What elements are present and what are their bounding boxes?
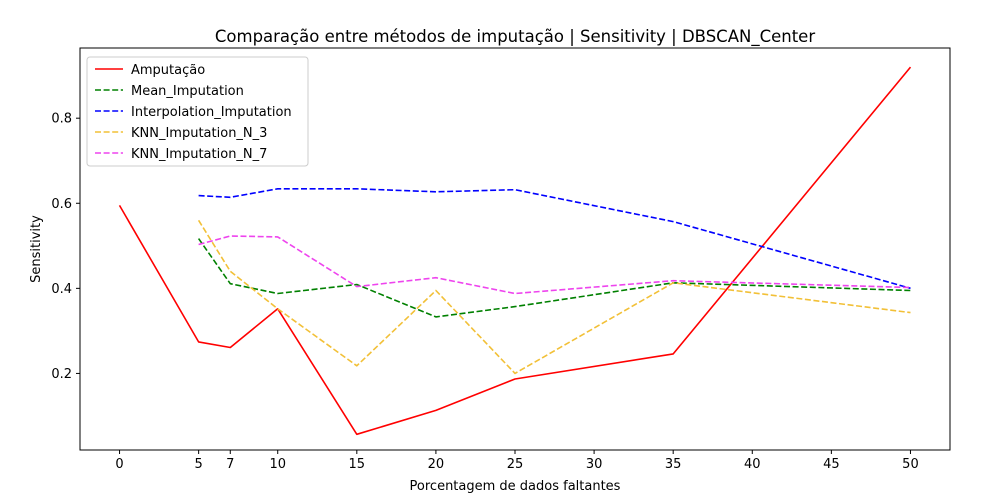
x-tick-label: 10 [269,457,286,472]
x-tick-label: 50 [902,457,919,472]
y-tick-label: 0.8 [51,112,72,127]
x-tick-label: 40 [744,457,761,472]
legend-label: Amputação [131,63,205,78]
series-layer [118,66,912,436]
y-axis: 0.2 0.4 0.6 0.8 [51,112,80,382]
series-line-knn-imputation-n-7 [198,235,911,295]
x-tick-label: 7 [226,457,234,472]
legend-box [86,56,309,167]
series-line-mean-imputation [197,238,911,318]
x-tick-label: 35 [665,457,682,472]
x-tick-label: 45 [823,457,840,472]
y-axis-label: Sensitivity [29,215,44,283]
series-line-interpolation-imputation [198,188,911,290]
series-line-knn-imputation-n-3 [197,219,911,375]
legend-label: KNN_Imputation_N_3 [131,126,267,141]
series-line-amputa-o [118,66,912,436]
legend: Amputação Mean_Imputation Interpolation_Im… [86,56,309,167]
legend-label: Interpolation_Imputation [131,105,292,120]
x-tick-label: 0 [115,457,123,472]
y-tick-label: 0.6 [51,197,72,212]
x-axis-label: Porcentagem de dados faltantes [410,479,621,494]
x-tick-label: 25 [507,457,524,472]
x-tick-label: 30 [586,457,603,472]
legend-label: Mean_Imputation [131,84,244,99]
y-tick-label: 0.2 [51,367,72,382]
y-tick-label: 0.4 [51,282,72,297]
chart-title: Comparação entre métodos de imputação | … [215,27,815,47]
x-tick-label: 15 [349,457,366,472]
x-axis: 0 5 7 10 15 20 25 30 35 40 45 50 [115,450,919,472]
legend-label: KNN_Imputation_N_7 [131,147,267,162]
x-tick-label: 20 [428,457,445,472]
x-tick-label: 5 [194,457,202,472]
